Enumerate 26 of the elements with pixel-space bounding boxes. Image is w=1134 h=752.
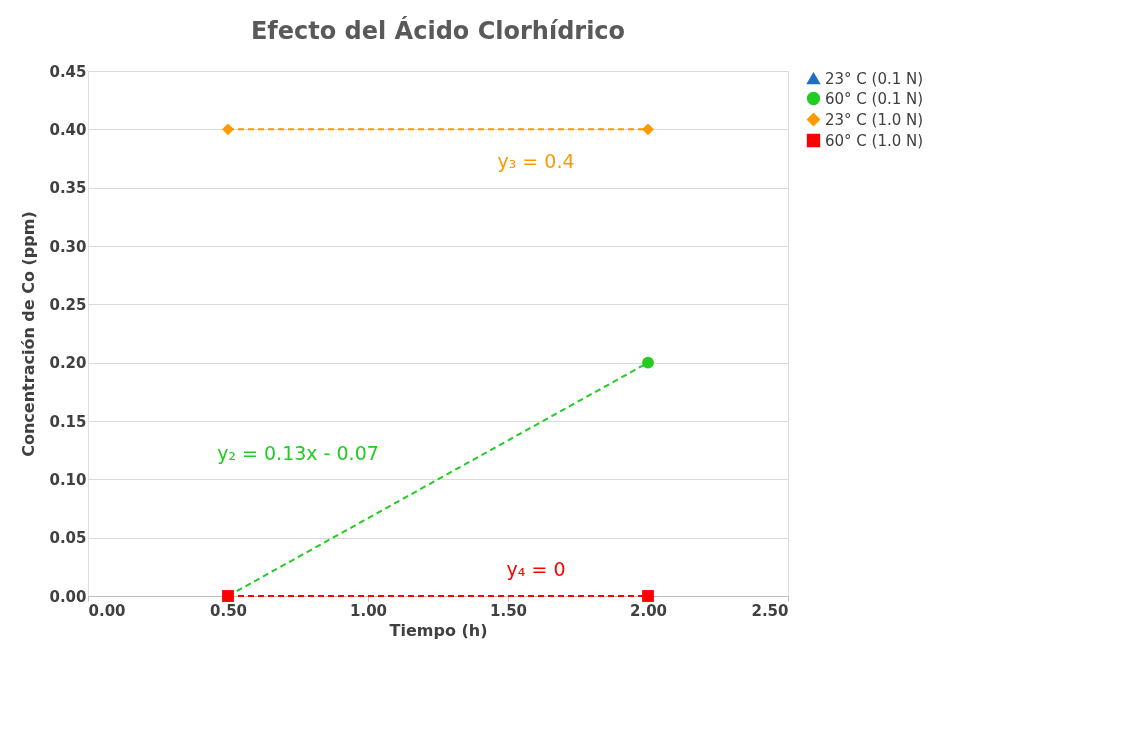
chart-title: Efecto del Ácido Clorhídrico bbox=[250, 16, 626, 45]
legend-label: 23° C (1.0 N) bbox=[825, 110, 924, 129]
x-axis-title: Tiempo (h) bbox=[389, 620, 488, 640]
y-tick-label: 0.05 bbox=[49, 529, 87, 548]
y-tick-label: 0.00 bbox=[49, 587, 87, 606]
x-tick-label: 0.00 bbox=[88, 601, 126, 620]
annotation: y₂ = 0.13x - 0.07 bbox=[217, 442, 379, 464]
annotation: y₃ = 0.4 bbox=[497, 150, 575, 172]
legend-label: 60° C (0.1 N) bbox=[825, 89, 924, 108]
y-tick-label: 0.30 bbox=[49, 237, 87, 256]
y-tick-label: 0.25 bbox=[49, 295, 87, 314]
y-tick-label: 0.40 bbox=[49, 120, 87, 139]
y-tick-label: 0.15 bbox=[49, 412, 87, 431]
y-tick-label: 0.20 bbox=[49, 354, 87, 373]
x-tick-label: 1.50 bbox=[489, 601, 528, 620]
x-tick-label: 0.50 bbox=[209, 601, 248, 620]
y-axis-title: Concentración de Co (ppm) bbox=[19, 211, 39, 457]
x-tick-label: 2.50 bbox=[751, 601, 789, 620]
y-tick-label: 0.10 bbox=[49, 470, 87, 489]
annotation: y₄ = 0 bbox=[506, 558, 566, 580]
x-tick-label: 2.00 bbox=[629, 601, 668, 620]
y-tick-label: 0.35 bbox=[49, 179, 87, 198]
x-tick-label: 1.00 bbox=[349, 601, 388, 620]
y-tick-label: 0.45 bbox=[49, 62, 87, 81]
legend-label: 23° C (0.1 N) bbox=[825, 69, 924, 88]
legend-label: 60° C (1.0 N) bbox=[825, 131, 924, 150]
